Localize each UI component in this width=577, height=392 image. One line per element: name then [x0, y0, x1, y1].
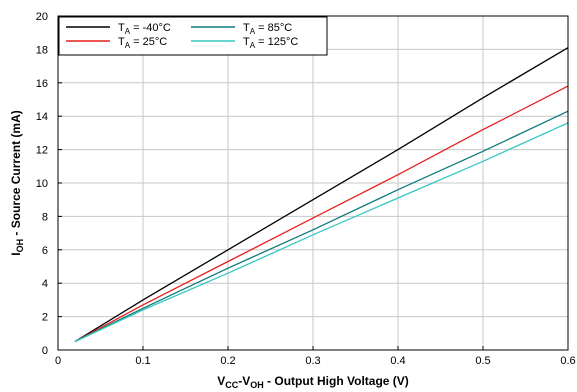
- legend-label-1: TA = 25°C: [118, 36, 167, 50]
- series-line-1: [74, 85, 569, 343]
- y-tick-label: 14: [36, 111, 48, 123]
- x-tick-label: 0.1: [135, 355, 150, 367]
- legend-label-3: TA = 125°C: [243, 36, 298, 50]
- x-axis-ticks: 0 0.1 0.2 0.3 0.4 0.5 0.6: [55, 346, 576, 367]
- x-tick-label: 0.4: [390, 355, 405, 367]
- x-axis-title: VCC-VOH - Output High Voltage (V): [217, 374, 409, 390]
- x-tick-label: 0: [55, 355, 61, 367]
- x-tick-label: 0.3: [305, 355, 320, 367]
- y-tick-label: 2: [42, 312, 48, 324]
- y-tick-label: 16: [36, 78, 48, 90]
- legend-box: [58, 16, 328, 56]
- y-tick-label: 10: [36, 178, 48, 190]
- y-axis-ticks: 0 2 4 6 8 10 12 14 16 18 20: [36, 11, 62, 357]
- series-group: [74, 47, 569, 343]
- series-line-3: [74, 122, 569, 343]
- y-axis-title: IOH - Source Current (mA): [9, 110, 25, 256]
- y-tick-label: 8: [42, 211, 48, 223]
- legend-label-2: TA = 85°C: [243, 22, 292, 36]
- y-tick-label: 20: [36, 11, 48, 23]
- series-line-2: [74, 110, 569, 343]
- y-tick-label: 4: [42, 278, 48, 290]
- y-tick-label: 6: [42, 245, 48, 257]
- x-tick-label: 0.5: [475, 355, 490, 367]
- y-tick-label: 18: [36, 44, 48, 56]
- series-line-0: [74, 47, 569, 343]
- x-tick-label: 0.6: [560, 355, 575, 367]
- legend-label-0: TA = -40°C: [118, 22, 171, 36]
- x-tick-label: 0.2: [220, 355, 235, 367]
- y-tick-label: 12: [36, 145, 48, 157]
- y-tick-label: 0: [42, 345, 48, 357]
- legend: TA = -40°CTA = 25°C TA = 85°CTA = 125°C: [58, 16, 328, 56]
